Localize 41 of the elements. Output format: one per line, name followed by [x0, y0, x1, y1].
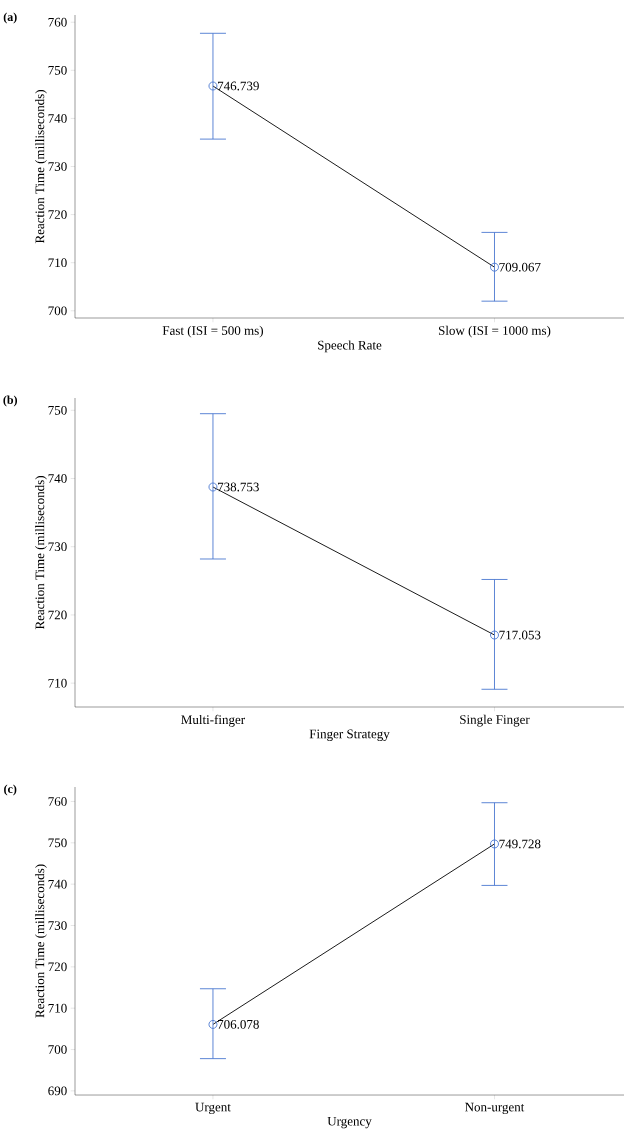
- y-axis-title: Reaction Time (milliseconds): [35, 864, 47, 1018]
- y-tick-label: 760: [48, 17, 67, 27]
- x-axis-title: Urgency: [327, 1116, 372, 1129]
- y-tick-label: 690: [48, 1086, 67, 1096]
- data-label: 709.067: [499, 262, 541, 272]
- data-label: 706.078: [218, 1020, 259, 1029]
- y-tick-label: 750: [48, 838, 67, 848]
- y-tick-label: 720: [48, 962, 67, 972]
- chart-title: (c): [4, 784, 17, 796]
- y-tick-label: 700: [48, 306, 67, 316]
- data-label: 749.728: [499, 839, 541, 849]
- y-tick-label: 710: [48, 258, 67, 268]
- y-tick-label: 700: [48, 1045, 67, 1054]
- y-tick-label: 730: [48, 162, 67, 171]
- x-tick-label: Multi-finger: [181, 714, 245, 727]
- data-label: 738.753: [218, 482, 259, 492]
- y-tick-label: 740: [48, 114, 67, 123]
- y-tick-label: 740: [48, 474, 67, 483]
- x-axis-title: Finger Strategy: [309, 729, 390, 741]
- y-tick-label: 740: [48, 879, 67, 889]
- y-tick-label: 710: [48, 1003, 67, 1013]
- y-tick-label: 750: [48, 405, 67, 415]
- x-tick-label: Fast (ISI = 500 ms): [162, 325, 263, 338]
- y-tick-label: 730: [48, 921, 67, 930]
- x-axis-title: Speech Rate: [318, 340, 382, 353]
- y-tick-label: 720: [48, 610, 67, 620]
- chart-title: (a): [3, 12, 17, 24]
- y-tick-label: 730: [48, 542, 67, 552]
- y-axis-title: Reaction Time (milliseconds): [35, 476, 47, 630]
- y-tick-label: 750: [48, 65, 67, 75]
- chart-title: (b): [3, 395, 18, 407]
- x-tick-label: Slow (ISI = 1000 ms): [438, 325, 551, 338]
- y-tick-label: 720: [48, 210, 67, 219]
- y-axis-title: Reaction Time (milliseconds): [35, 90, 47, 244]
- data-label: 717.053: [499, 630, 541, 640]
- data-label: 746.739: [218, 81, 259, 91]
- x-tick-label: Non-urgent: [465, 1102, 525, 1115]
- y-tick-label: 710: [48, 678, 67, 688]
- y-tick-label: 760: [48, 797, 67, 806]
- x-tick-label: Urgent: [195, 1102, 231, 1115]
- x-tick-label: Single Finger: [460, 714, 530, 727]
